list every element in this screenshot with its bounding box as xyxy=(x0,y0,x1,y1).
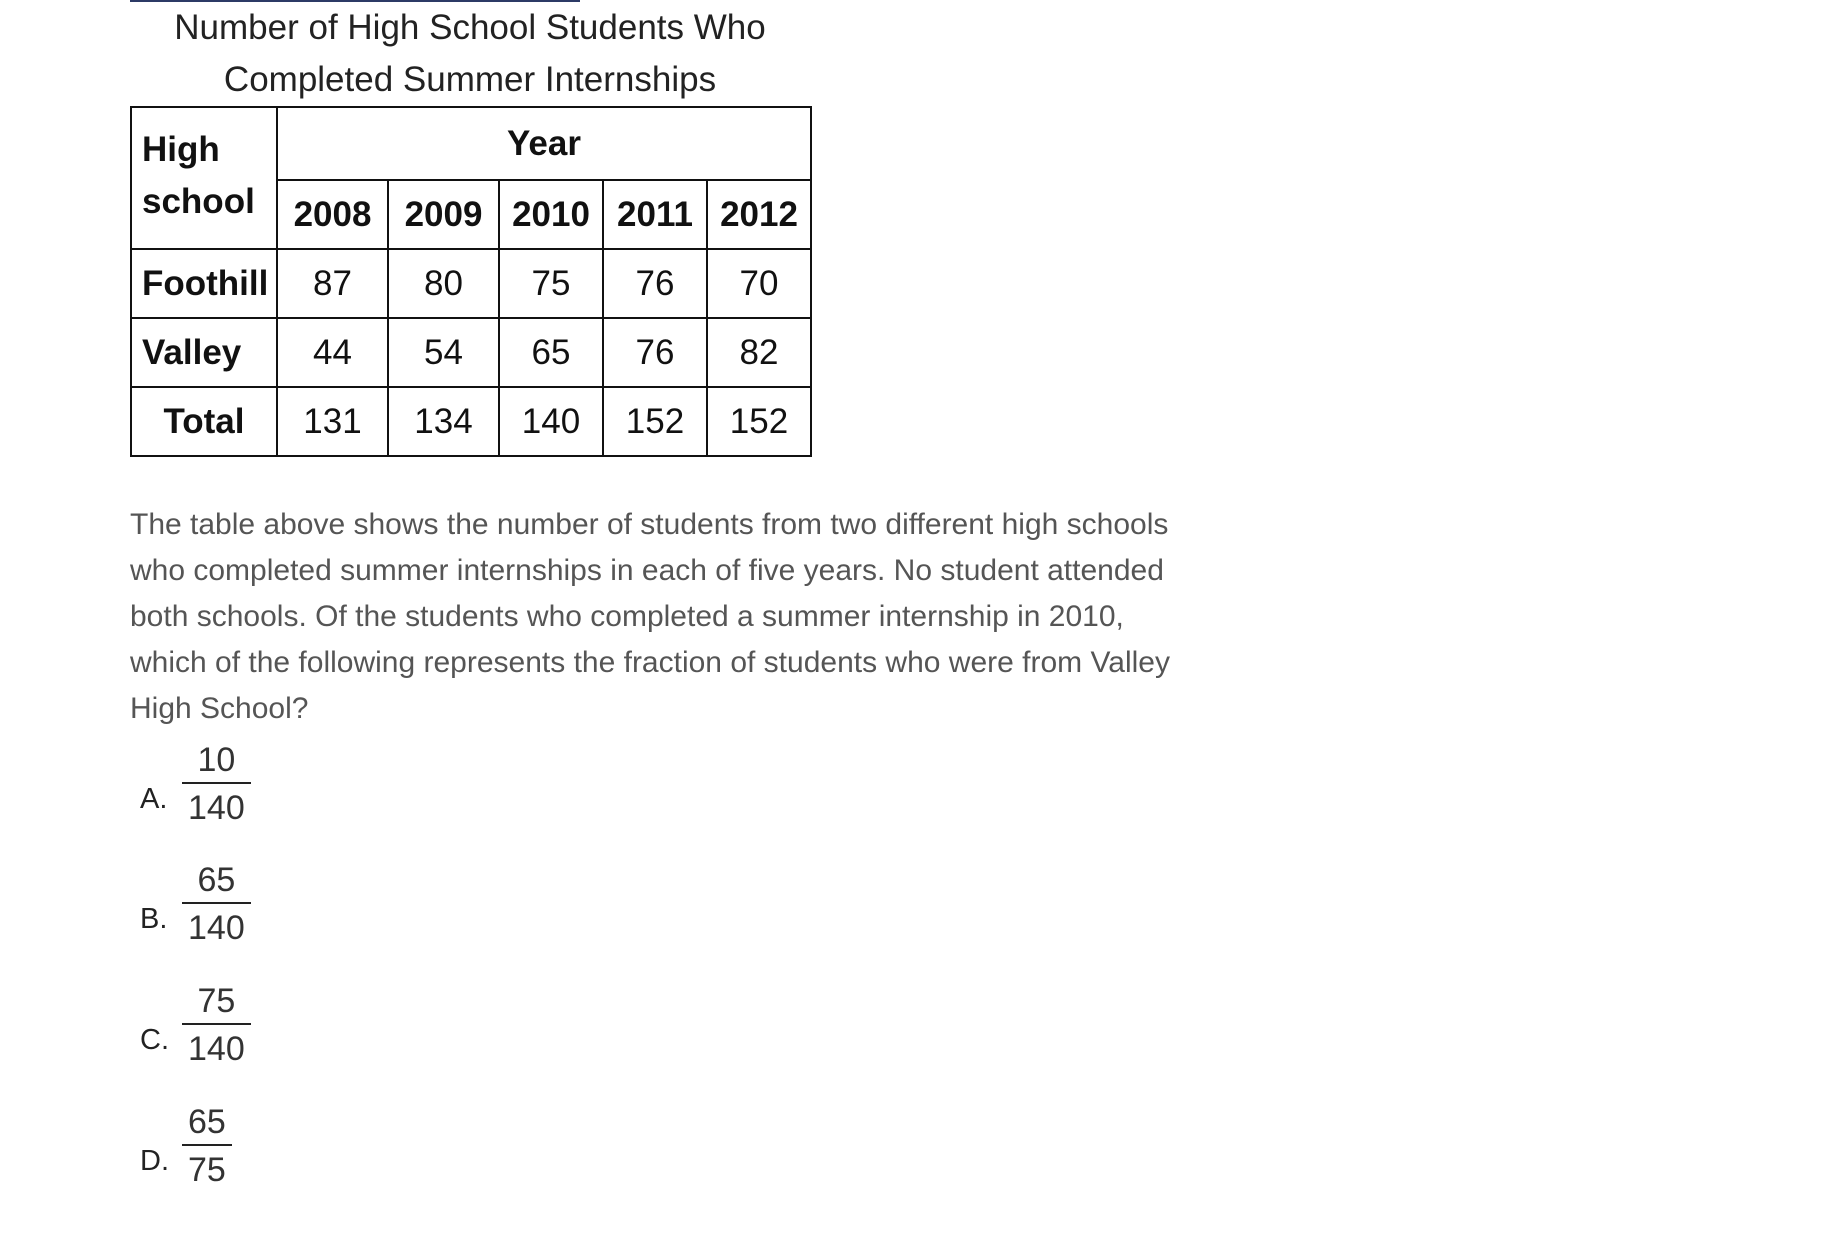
fraction-denominator: 140 xyxy=(188,1030,245,1068)
table-cell: 54 xyxy=(387,317,500,388)
choice-letter: B. xyxy=(140,903,168,935)
row-label: Valley xyxy=(130,317,278,388)
row-label: Total xyxy=(130,386,278,457)
table-title-line-1: Number of High School Students Who xyxy=(174,8,766,47)
choice-fraction: 65 140 xyxy=(182,858,251,952)
high-school-header: High school xyxy=(130,106,278,250)
table-cell: 76 xyxy=(602,317,708,388)
table-cell: 152 xyxy=(706,386,812,457)
fraction-denominator: 140 xyxy=(188,789,245,827)
year-cell: 2010 xyxy=(498,179,604,250)
choice-fraction: 75 140 xyxy=(182,979,251,1073)
year-header: Year xyxy=(276,106,812,181)
table-header-row: High school Year xyxy=(130,106,812,250)
table-cell: 80 xyxy=(387,248,500,319)
fraction-numerator: 75 xyxy=(182,979,251,1025)
table-cell: 44 xyxy=(276,317,389,388)
table-title: Number of High School Students Who Compl… xyxy=(130,2,810,106)
year-cell: 2009 xyxy=(387,179,500,250)
table-cell: 131 xyxy=(276,386,389,457)
row-label: Foothill xyxy=(130,248,278,319)
fraction-denominator: 140 xyxy=(188,909,245,947)
choice-letter: D. xyxy=(140,1145,169,1177)
fraction-numerator: 65 xyxy=(182,1100,232,1146)
year-row: 2008 2009 2010 2011 2012 xyxy=(131,179,812,250)
choice-letter: A. xyxy=(140,783,168,815)
table-cell: 75 xyxy=(498,248,604,319)
fraction-denominator: 75 xyxy=(188,1151,226,1189)
year-cell: 2012 xyxy=(706,179,812,250)
fraction-numerator: 10 xyxy=(182,738,251,784)
table-cell: 152 xyxy=(602,386,708,457)
table-cell: 70 xyxy=(706,248,812,319)
question-text: The table above shows the number of stud… xyxy=(130,508,1170,725)
table-cell: 87 xyxy=(276,248,389,319)
table-row-valley: Valley 44 54 65 76 82 xyxy=(130,317,812,388)
top-divider xyxy=(130,0,580,2)
table-cell: 76 xyxy=(602,248,708,319)
year-cell: 2008 xyxy=(276,179,389,250)
table-title-line-2: Completed Summer Internships xyxy=(223,60,717,99)
choice-fraction: 10 140 xyxy=(182,738,251,832)
internship-table: High school Year 2008 2009 2010 2011 201… xyxy=(130,106,812,457)
high-school-header-line-2: school xyxy=(142,182,255,221)
table-cell: 65 xyxy=(498,317,604,388)
table-cell: 140 xyxy=(498,386,604,457)
table-cell: 134 xyxy=(387,386,500,457)
choice-fraction: 65 75 xyxy=(182,1100,232,1194)
choice-letter: C. xyxy=(140,1024,169,1056)
table-row-total: Total 131 134 140 152 152 xyxy=(130,386,812,457)
table-row-foothill: Foothill 87 80 75 76 70 xyxy=(130,248,812,319)
fraction-numerator: 65 xyxy=(182,858,251,904)
table-cell: 82 xyxy=(706,317,812,388)
high-school-header-line-1: High xyxy=(142,130,220,169)
year-cell: 2011 xyxy=(602,179,708,250)
